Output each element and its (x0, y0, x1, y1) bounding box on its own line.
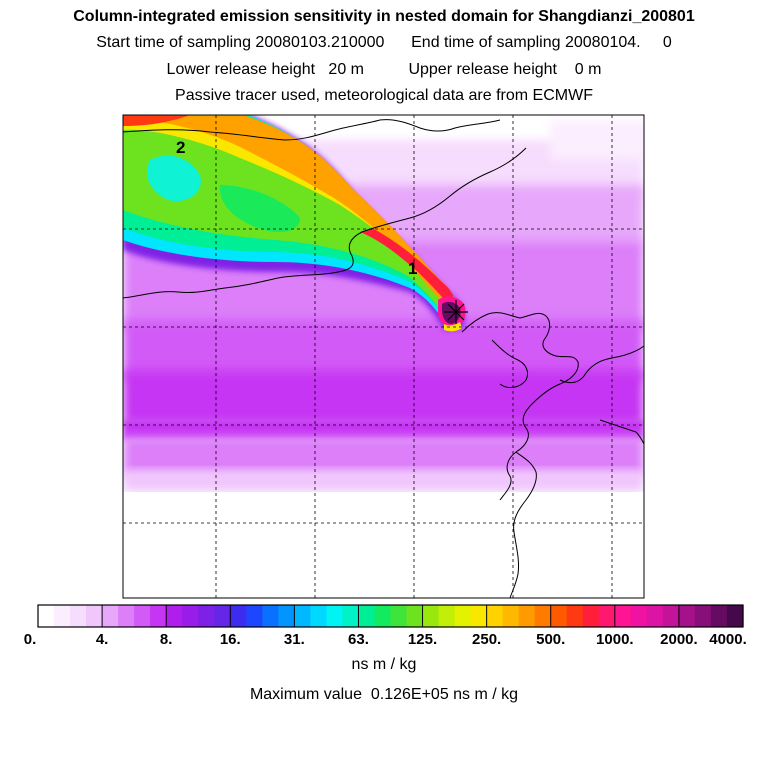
colorbar-segment (518, 605, 536, 627)
colorbar-segment (86, 605, 103, 627)
colorbar-tick-label: 31. (283, 631, 305, 648)
colorbar-segment (54, 605, 71, 627)
colorbar-segment (102, 605, 119, 627)
plume-label-2: 2 (176, 138, 185, 157)
colorbar-segment (726, 605, 744, 627)
colorbar-segment (342, 605, 360, 627)
plume-label-1: 1 (408, 259, 417, 278)
colorbar-segment (470, 605, 488, 627)
colorbar-segment (310, 605, 328, 627)
colorbar-segment (486, 605, 504, 627)
colorbar-segment (614, 605, 632, 627)
colorbar-segment (678, 605, 696, 627)
colorbar-segment (390, 605, 408, 627)
colorbar-segment (70, 605, 87, 627)
colorbar-tick-label: 4000. (709, 631, 747, 648)
colorbar-tick-label: 2000. (660, 631, 698, 648)
colorbar-tick-label: 250. (472, 631, 502, 648)
coastline (123, 119, 644, 598)
colorbar-segment (710, 605, 728, 627)
maximum-value-text: Maximum value 0.126E+05 ns m / kg (249, 686, 519, 703)
colorbar-segment (198, 605, 215, 627)
colorbar-segment (262, 605, 279, 627)
colorbar-segment (134, 605, 151, 627)
colorbar-tick-label: 16. (219, 631, 241, 648)
colorbar-segment (118, 605, 135, 627)
colorbar-tick-label: 1000. (596, 631, 634, 648)
chart-title: Column-integrated emission sensitivity i… (73, 8, 695, 25)
colorbar-segment (406, 605, 424, 627)
colorbar-segment (646, 605, 664, 627)
colorbar-segment (694, 605, 712, 627)
colorbar-segment (582, 605, 600, 627)
colorbar-segment (534, 605, 552, 627)
colorbar-tick-label: 500. (536, 631, 566, 648)
colorbar-segment (294, 605, 311, 627)
colorbar-segment (438, 605, 456, 627)
colorbar-segment (214, 605, 231, 627)
receptor-marker (444, 300, 468, 324)
colorbar-segment (422, 605, 440, 627)
colorbar-segment (230, 605, 247, 627)
sampling-time-line: Start time of sampling 20080103.210000 E… (96, 34, 672, 51)
tracer-info-line: Passive tracer used, meteorological data… (175, 87, 593, 104)
colorbar-segment (374, 605, 392, 627)
colorbar-unit: ns m / kg (351, 656, 417, 673)
colorbar-segment (150, 605, 167, 627)
colorbar-tick-label: 8. (159, 631, 173, 648)
colorbar-segment (502, 605, 520, 627)
colorbar-segment (246, 605, 263, 627)
colorbar-segment (326, 605, 344, 627)
colorbar-segment (166, 605, 183, 627)
colorbar-segment (278, 605, 295, 627)
colorbar-tick-label: 4. (95, 631, 109, 648)
colorbar-segment (182, 605, 199, 627)
lat-lon-grid (123, 115, 644, 598)
colorbar-segment (566, 605, 584, 627)
colorbar-tick-label: 125. (407, 631, 438, 648)
colorbar-tick-label: 0. (23, 631, 37, 648)
plot-frame (122, 114, 645, 599)
colorbar-segment (630, 605, 648, 627)
colorbar-segment (38, 605, 55, 627)
release-height-line: Lower release height 20 m Upper release … (166, 61, 602, 78)
colorbar-segment (598, 605, 616, 627)
colorbar-tick-label: 63. (348, 631, 369, 648)
colorbar-segment (454, 605, 472, 627)
sensitivity-field (123, 115, 644, 598)
colorbar-segment (662, 605, 680, 627)
colorbar-segment (358, 605, 376, 627)
colorbar-segment (550, 605, 568, 627)
colorbar (38, 605, 744, 627)
colorbar-frame (37, 604, 744, 628)
